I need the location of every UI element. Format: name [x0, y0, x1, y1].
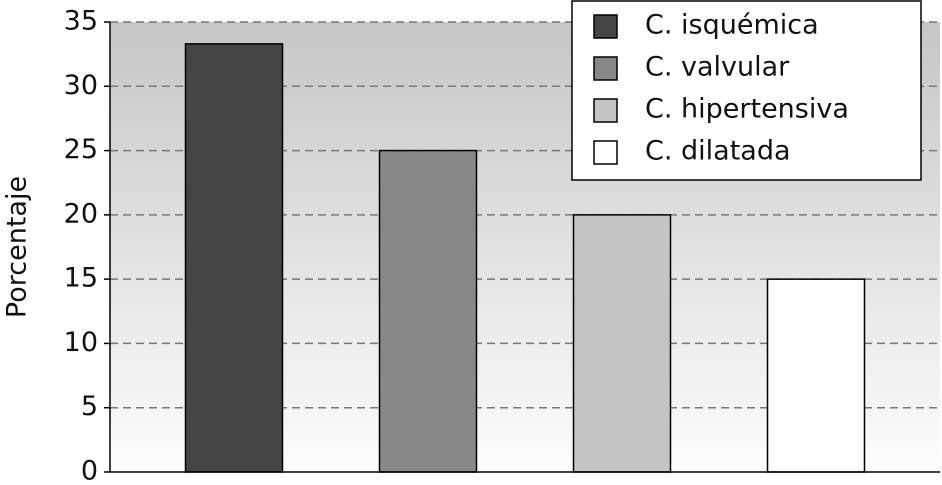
legend-swatch — [593, 140, 618, 165]
legend-label: C. valvular — [645, 52, 790, 83]
y-axis-label: Porcentaje — [2, 176, 33, 318]
y-tick-label: 25 — [64, 134, 98, 165]
y-tick-label: 20 — [64, 198, 98, 229]
legend-label: C. isquémica — [645, 10, 819, 41]
y-tick-label: 15 — [64, 263, 98, 294]
y-tick-label: 10 — [64, 327, 98, 358]
legend-swatch — [593, 14, 618, 39]
y-tick-label: 5 — [81, 391, 98, 422]
bar — [572, 214, 672, 473]
bar — [766, 278, 866, 473]
y-tick-label: 0 — [81, 456, 98, 485]
legend-label: C. dilatada — [645, 136, 791, 167]
legend-label: C. hipertensiva — [645, 94, 849, 125]
legend-box — [571, 0, 922, 181]
legend-swatch — [593, 98, 618, 123]
y-tick-label: 35 — [64, 6, 98, 37]
legend-swatch — [593, 56, 618, 81]
bar — [378, 149, 478, 473]
bar — [184, 43, 284, 473]
y-tick-label: 30 — [64, 70, 98, 101]
